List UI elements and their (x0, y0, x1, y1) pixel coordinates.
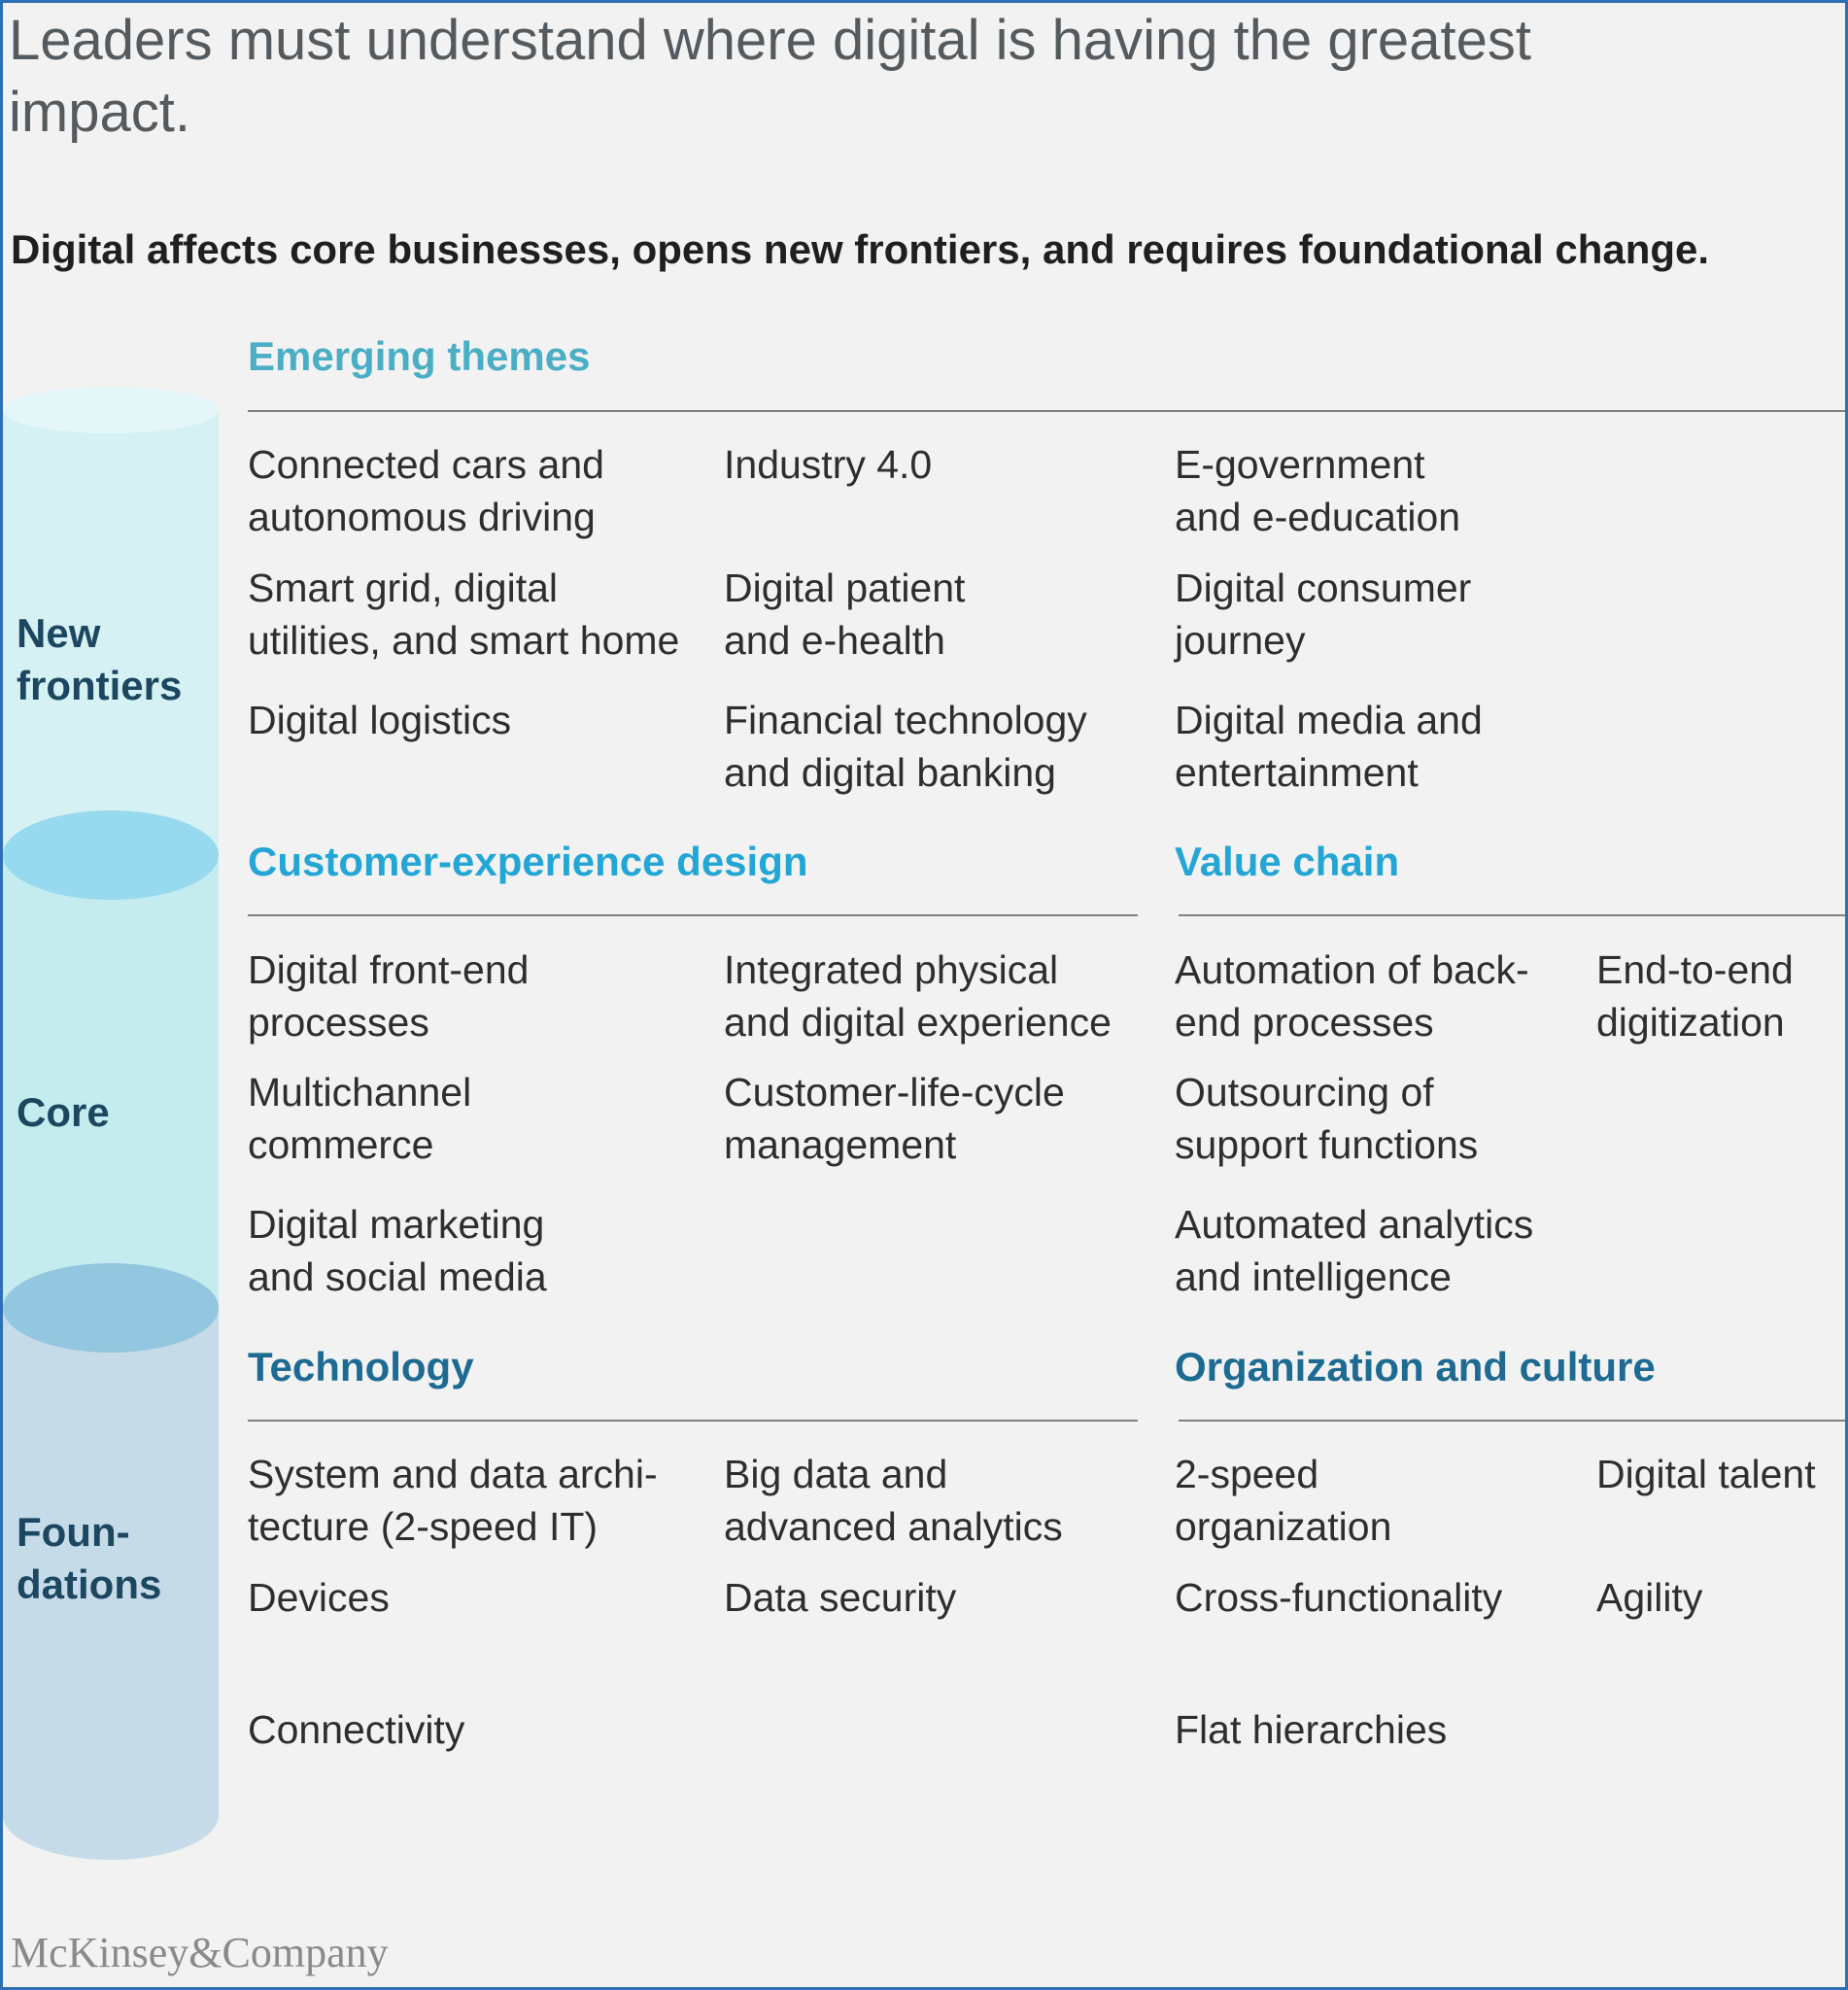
layer-label-new-frontiers: New frontiers (17, 610, 183, 708)
technology-item: Big data and advanced analytics (724, 1452, 1063, 1549)
heading-value-chain: Value chain (1175, 839, 1400, 884)
heading-customer-experience-design: Customer-experience design (248, 839, 808, 884)
value-chain-item: Automation of back- end processes (1175, 947, 1529, 1045)
heading-emerging-themes: Emerging themes (248, 333, 591, 379)
theme-item: Digital patient and e-health (724, 566, 966, 663)
new-frontiers-top-ellipse (3, 387, 219, 433)
heading-organization-and-culture: Organization and culture (1175, 1344, 1656, 1390)
layer-label-foundations: Foun- dations (17, 1509, 162, 1607)
org-item: Digital talent (1596, 1452, 1816, 1496)
cx-item: Integrated physical and digital experien… (724, 947, 1112, 1045)
cx-item: Customer-life-cycle management (724, 1070, 1065, 1167)
technology-item: Data security (724, 1575, 957, 1620)
core-layer (3, 853, 219, 1305)
technology-item: Devices (248, 1575, 390, 1620)
rule-organization-and-culture (1179, 1420, 1845, 1422)
subtitle: Digital affects core businesses, opens n… (11, 226, 1710, 272)
new-frontiers-layer (3, 410, 219, 853)
layer-label-core: Core (17, 1089, 110, 1135)
theme-item: Financial technology and digital banking (724, 698, 1087, 795)
technology-item: Connectivity (248, 1707, 465, 1752)
value-chain-item: End-to-end digitization (1596, 947, 1794, 1045)
theme-item: Digital consumer journey (1175, 566, 1472, 663)
page-title: Leaders must understand where digital is… (9, 9, 1531, 144)
org-item: Cross-functionality (1175, 1575, 1503, 1620)
org-item: Agility (1596, 1575, 1703, 1620)
theme-item: Industry 4.0 (724, 442, 933, 487)
theme-item: Digital logistics (248, 698, 512, 742)
org-item: Flat hierarchies (1175, 1707, 1448, 1752)
heading-technology: Technology (248, 1344, 474, 1390)
cx-item: Digital marketing and social media (248, 1202, 547, 1299)
theme-item: E-government and e-education (1175, 442, 1461, 539)
rule-customer-experience-design (248, 914, 1138, 916)
foundations-layer (3, 1305, 219, 1860)
cx-item: Digital front-end processes (248, 947, 530, 1045)
layer-cylinder (3, 387, 219, 1860)
theme-item: Connected cars and autonomous driving (248, 442, 604, 539)
rule-emerging-themes (248, 410, 1845, 412)
rule-technology (248, 1420, 1138, 1422)
core-divider-ellipse (3, 810, 219, 900)
mckinsey-logo: McKinsey&Company (11, 1929, 389, 1976)
theme-item: Digital media and entertainment (1175, 698, 1483, 795)
value-chain-item: Automated analytics and intelligence (1175, 1202, 1534, 1299)
theme-item: Smart grid, digital utilities, and smart… (248, 566, 680, 663)
value-chain-item: Outsourcing of support functions (1175, 1070, 1479, 1167)
technology-item: System and data archi- tecture (2-speed … (248, 1452, 658, 1549)
cx-item: Multichannel commerce (248, 1070, 472, 1167)
org-item: 2-speed organization (1175, 1452, 1392, 1549)
foundations-divider-ellipse (3, 1263, 219, 1353)
rule-value-chain (1179, 914, 1845, 916)
